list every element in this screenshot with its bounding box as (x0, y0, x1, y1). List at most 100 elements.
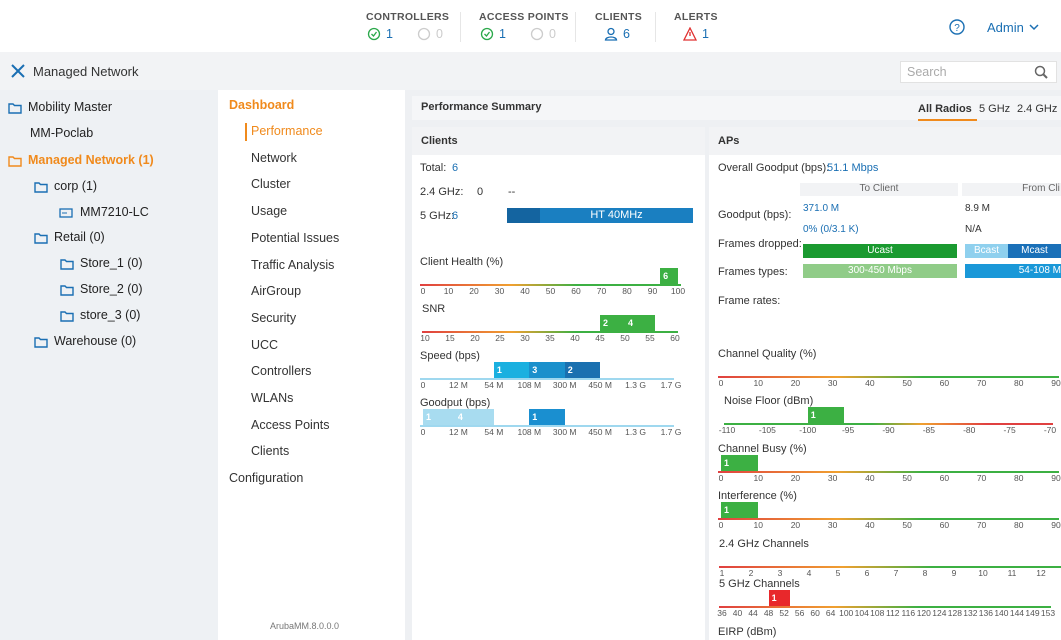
menu-item[interactable]: WLANs (251, 391, 294, 405)
tick-label: -80 (963, 425, 976, 435)
chart-line (724, 423, 1053, 425)
bin-bar: 1 (493, 362, 530, 378)
tick-label: 120 (916, 608, 931, 618)
row-label: Frames types: (718, 266, 788, 278)
stat-value[interactable]: 1 (386, 27, 393, 41)
tick-label: -100 (799, 425, 817, 435)
tick-label: 20 (469, 286, 479, 296)
bin-bar: 1 (529, 409, 565, 425)
stat-value[interactable]: 1 (702, 27, 709, 41)
menu-section[interactable]: Dashboard (229, 98, 295, 112)
tab[interactable]: 5 GHz (979, 103, 1011, 115)
menu-item[interactable]: UCC (251, 337, 279, 352)
tick-label: -85 (922, 425, 936, 435)
tab[interactable]: All Radios (918, 103, 977, 121)
goodput-value: 8.9 M (965, 203, 991, 214)
chart-line (420, 378, 674, 380)
tick-label: 13 (1050, 568, 1061, 578)
menu-item[interactable]: Controllers (251, 364, 312, 379)
tick-label: 9 (951, 568, 957, 578)
menu-item[interactable]: AirGroup (251, 284, 302, 299)
stat-label: ALERTS (674, 11, 718, 23)
tick-label: 44 (748, 608, 758, 618)
tick-label: 10 (420, 333, 430, 343)
tick-label: 3 (777, 568, 783, 578)
stat-value[interactable]: 6 (623, 27, 630, 41)
tick-label: 1.3 G (625, 380, 646, 390)
row-label: Frames dropped: (718, 238, 802, 250)
close-icon[interactable] (10, 63, 26, 79)
tree-item[interactable]: store_3 (0) (80, 308, 141, 322)
bin-bar: 2 (564, 362, 601, 378)
tick-label: 36 (717, 608, 727, 618)
menu-item[interactable]: Configuration (229, 471, 304, 485)
tick-label: 30 (520, 333, 530, 343)
tree-item[interactable]: MM-Poclab (30, 126, 94, 140)
tick-label: 64 (825, 608, 836, 618)
tick-label: 300 M (552, 427, 577, 437)
menu-item[interactable]: Potential Issues (251, 230, 340, 245)
tree-item[interactable]: MM7210-LC (80, 205, 149, 219)
row-extra: -- (508, 186, 516, 198)
chart-title: Speed (bps) (420, 350, 480, 362)
tick-label: 40 (570, 333, 580, 343)
rate-bar: 300-450 Mbps (803, 264, 957, 278)
tick-label: 136 (978, 608, 993, 618)
tick-label: 40 (520, 286, 530, 296)
stat-icon (683, 27, 697, 41)
tree-item[interactable]: Retail (0) (54, 230, 105, 244)
tick-label: 60 (939, 520, 950, 530)
tick-label: 112 (885, 608, 900, 618)
goodput-value: 0% (0/3.1 K) (803, 224, 859, 235)
tree-item[interactable]: Store_1 (0) (80, 256, 143, 270)
tick-label: -105 (758, 425, 776, 435)
tree-item[interactable]: corp (1) (54, 179, 98, 193)
tick-label: 12 (1036, 568, 1046, 578)
tick-label: -90 (882, 425, 895, 435)
tick-label: 45 (595, 333, 605, 343)
tick-label: 30 (827, 378, 838, 388)
stat-value[interactable]: 1 (499, 27, 506, 41)
menu-item[interactable]: Access Points (251, 417, 330, 432)
column-header: From Cli (962, 183, 1061, 196)
search-box[interactable]: Search (900, 61, 1057, 83)
menu-item[interactable]: Clients (251, 444, 290, 459)
tick-label: 1 (719, 568, 725, 578)
tick-label: 50 (545, 286, 556, 296)
search-placeholder: Search (907, 65, 947, 79)
separator (575, 12, 576, 42)
tick-label: 90 (1051, 520, 1061, 530)
stat-value[interactable]: 0 (549, 27, 556, 41)
next-label: EIRP (dBm) (718, 626, 777, 638)
tick-label: 60 (939, 473, 950, 483)
tick-label: 12 M (448, 427, 468, 437)
separator (460, 12, 461, 42)
stat-icon (417, 27, 431, 41)
tree-item[interactable]: Mobility Master (28, 100, 113, 114)
help-icon[interactable]: ? (949, 19, 965, 35)
tab[interactable]: 2.4 GHz (1017, 103, 1058, 115)
tree-item[interactable]: Managed Network (1) (28, 153, 154, 167)
bin-bar: 3 (529, 362, 565, 378)
band-bar-left (507, 208, 540, 223)
stat-value[interactable]: 0 (436, 27, 443, 41)
tick-label: 20 (790, 473, 801, 483)
menu-item[interactable]: Security (251, 310, 297, 325)
bin-bar: 1 (721, 455, 759, 471)
separator (655, 12, 656, 42)
tick-label: 50 (620, 333, 630, 343)
user-menu[interactable]: Admin (987, 20, 1024, 35)
menu-item[interactable]: Cluster (251, 177, 291, 192)
tick-label: -70 (1043, 425, 1057, 435)
menu-item[interactable]: Performance (251, 124, 323, 138)
menu-item[interactable]: Traffic Analysis (251, 257, 335, 272)
folder-icon (34, 337, 48, 348)
tick-label: 90 (647, 286, 658, 296)
tree-item[interactable]: Store_2 (0) (80, 282, 143, 296)
menu-item[interactable]: Usage (251, 204, 288, 219)
chart-title: SNR (422, 303, 446, 315)
stat-label: CONTROLLERS (366, 11, 450, 23)
tree-item[interactable]: Warehouse (0) (54, 334, 137, 348)
menu-item[interactable]: Network (251, 150, 297, 165)
